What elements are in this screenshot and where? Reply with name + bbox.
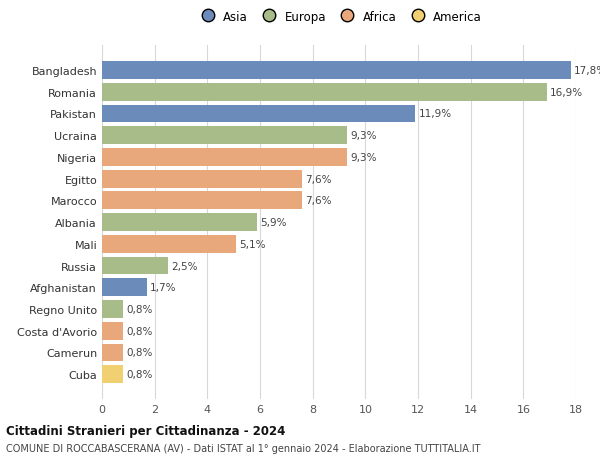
Text: 9,3%: 9,3% (350, 131, 377, 141)
Text: 0,8%: 0,8% (126, 369, 152, 380)
Text: 16,9%: 16,9% (550, 88, 583, 97)
Bar (102, 127, 347, 145)
Bar (102, 214, 257, 231)
Text: 2,5%: 2,5% (171, 261, 197, 271)
Bar (102, 301, 123, 318)
Text: 5,9%: 5,9% (260, 218, 287, 228)
Text: 5,1%: 5,1% (239, 239, 266, 249)
Bar (102, 105, 415, 123)
Text: 7,6%: 7,6% (305, 196, 332, 206)
Bar (102, 84, 547, 101)
Text: Cittadini Stranieri per Cittadinanza - 2024: Cittadini Stranieri per Cittadinanza - 2… (6, 424, 286, 437)
Bar (102, 170, 302, 188)
Text: 17,8%: 17,8% (574, 66, 600, 76)
Bar (102, 279, 147, 297)
Text: 0,8%: 0,8% (126, 348, 152, 358)
Text: COMUNE DI ROCCABASCERANA (AV) - Dati ISTAT al 1° gennaio 2024 - Elaborazione TUT: COMUNE DI ROCCABASCERANA (AV) - Dati IST… (6, 443, 481, 453)
Bar (102, 257, 168, 275)
Bar (102, 149, 347, 167)
Text: 1,7%: 1,7% (150, 283, 176, 293)
Legend: Asia, Europa, Africa, America: Asia, Europa, Africa, America (191, 6, 487, 28)
Text: 11,9%: 11,9% (419, 109, 452, 119)
Text: 0,8%: 0,8% (126, 304, 152, 314)
Bar (102, 365, 123, 383)
Bar (102, 322, 123, 340)
Bar (102, 192, 302, 210)
Bar (102, 62, 571, 80)
Bar (102, 344, 123, 362)
Bar (102, 235, 236, 253)
Text: 9,3%: 9,3% (350, 152, 377, 162)
Text: 7,6%: 7,6% (305, 174, 332, 184)
Text: 0,8%: 0,8% (126, 326, 152, 336)
